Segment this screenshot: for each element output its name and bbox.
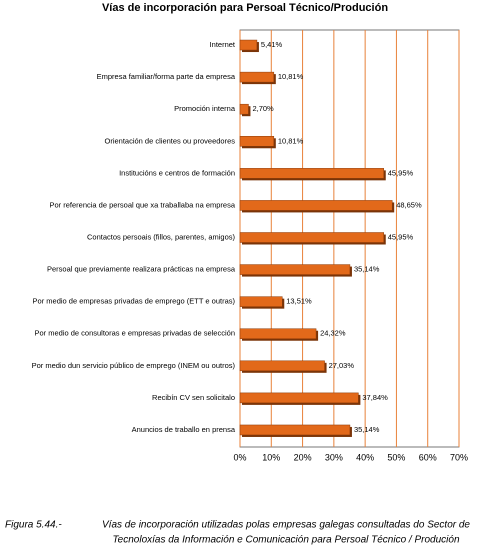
- y-tick-label: Persoal que previamente realizara prácti…: [47, 265, 236, 274]
- x-tick-label: 40%: [356, 452, 374, 462]
- y-tick-label: Por medio dun servicio público de empreg…: [32, 361, 236, 370]
- value-label: 13,51%: [286, 297, 312, 306]
- bar: [239, 232, 385, 243]
- x-tick-label: 0%: [233, 452, 246, 462]
- bar: [239, 200, 393, 211]
- bar: [239, 264, 351, 275]
- y-tick-label: Institucións e centros de formación: [119, 168, 235, 177]
- bar: [239, 392, 359, 404]
- x-tick-label: 20%: [294, 452, 312, 462]
- y-tick-label: Por medio de empresas privadas de empreg…: [33, 297, 236, 306]
- caption-line: Vías de incorporación utilizadas polas e…: [102, 520, 470, 531]
- y-tick-label: Promoción interna: [174, 104, 236, 113]
- value-label: 45,95%: [388, 168, 414, 177]
- value-label: 35,14%: [354, 425, 380, 434]
- value-label: 37,84%: [362, 393, 388, 402]
- bar: [239, 136, 275, 147]
- x-tick-label: 70%: [450, 452, 468, 462]
- chart-title: Vías de incorporación para Persoal Técni…: [102, 2, 388, 14]
- figure-label: Figura 5.44.-: [5, 520, 62, 531]
- value-label: 27,03%: [329, 361, 355, 370]
- bar: [239, 360, 325, 372]
- y-tick-label: Anuncios de traballo en prensa: [132, 425, 236, 434]
- x-tick-label: 10%: [262, 452, 280, 462]
- value-label: 48,65%: [396, 200, 422, 209]
- x-tick-label: 30%: [325, 452, 343, 462]
- value-label: 45,95%: [388, 232, 414, 241]
- y-tick-label: Empresa familiar/forma parte da empresa: [97, 72, 236, 81]
- bar: [239, 424, 351, 436]
- y-tick-label: Por referencia de persoal que xa traball…: [49, 200, 235, 209]
- value-label: 5,41%: [261, 40, 283, 49]
- value-label: 24,32%: [320, 329, 346, 338]
- y-tick-label: Internet: [210, 40, 236, 49]
- y-tick-label: Contactos persoais (fillos, parentes, am…: [87, 232, 235, 241]
- value-label: 10,81%: [278, 72, 304, 81]
- y-tick-label: Recibín CV sen solicitalo: [152, 393, 235, 402]
- bar: [239, 296, 283, 307]
- value-label: 2,70%: [252, 104, 274, 113]
- value-label: 35,14%: [354, 265, 380, 274]
- x-tick-label: 60%: [419, 452, 437, 462]
- y-tick-label: Orientación de clientes ou proveedores: [105, 136, 236, 145]
- bar: [239, 39, 258, 51]
- x-tick-label: 50%: [387, 452, 405, 462]
- bar: [239, 103, 249, 115]
- value-label: 10,81%: [278, 136, 304, 145]
- y-tick-label: Por medio de consultoras e empresas priv…: [34, 329, 235, 338]
- bar: [239, 168, 385, 179]
- bar: [239, 328, 317, 339]
- caption-line: Tecnoloxías da Información e Comunicació…: [112, 535, 459, 546]
- bar: [239, 71, 275, 83]
